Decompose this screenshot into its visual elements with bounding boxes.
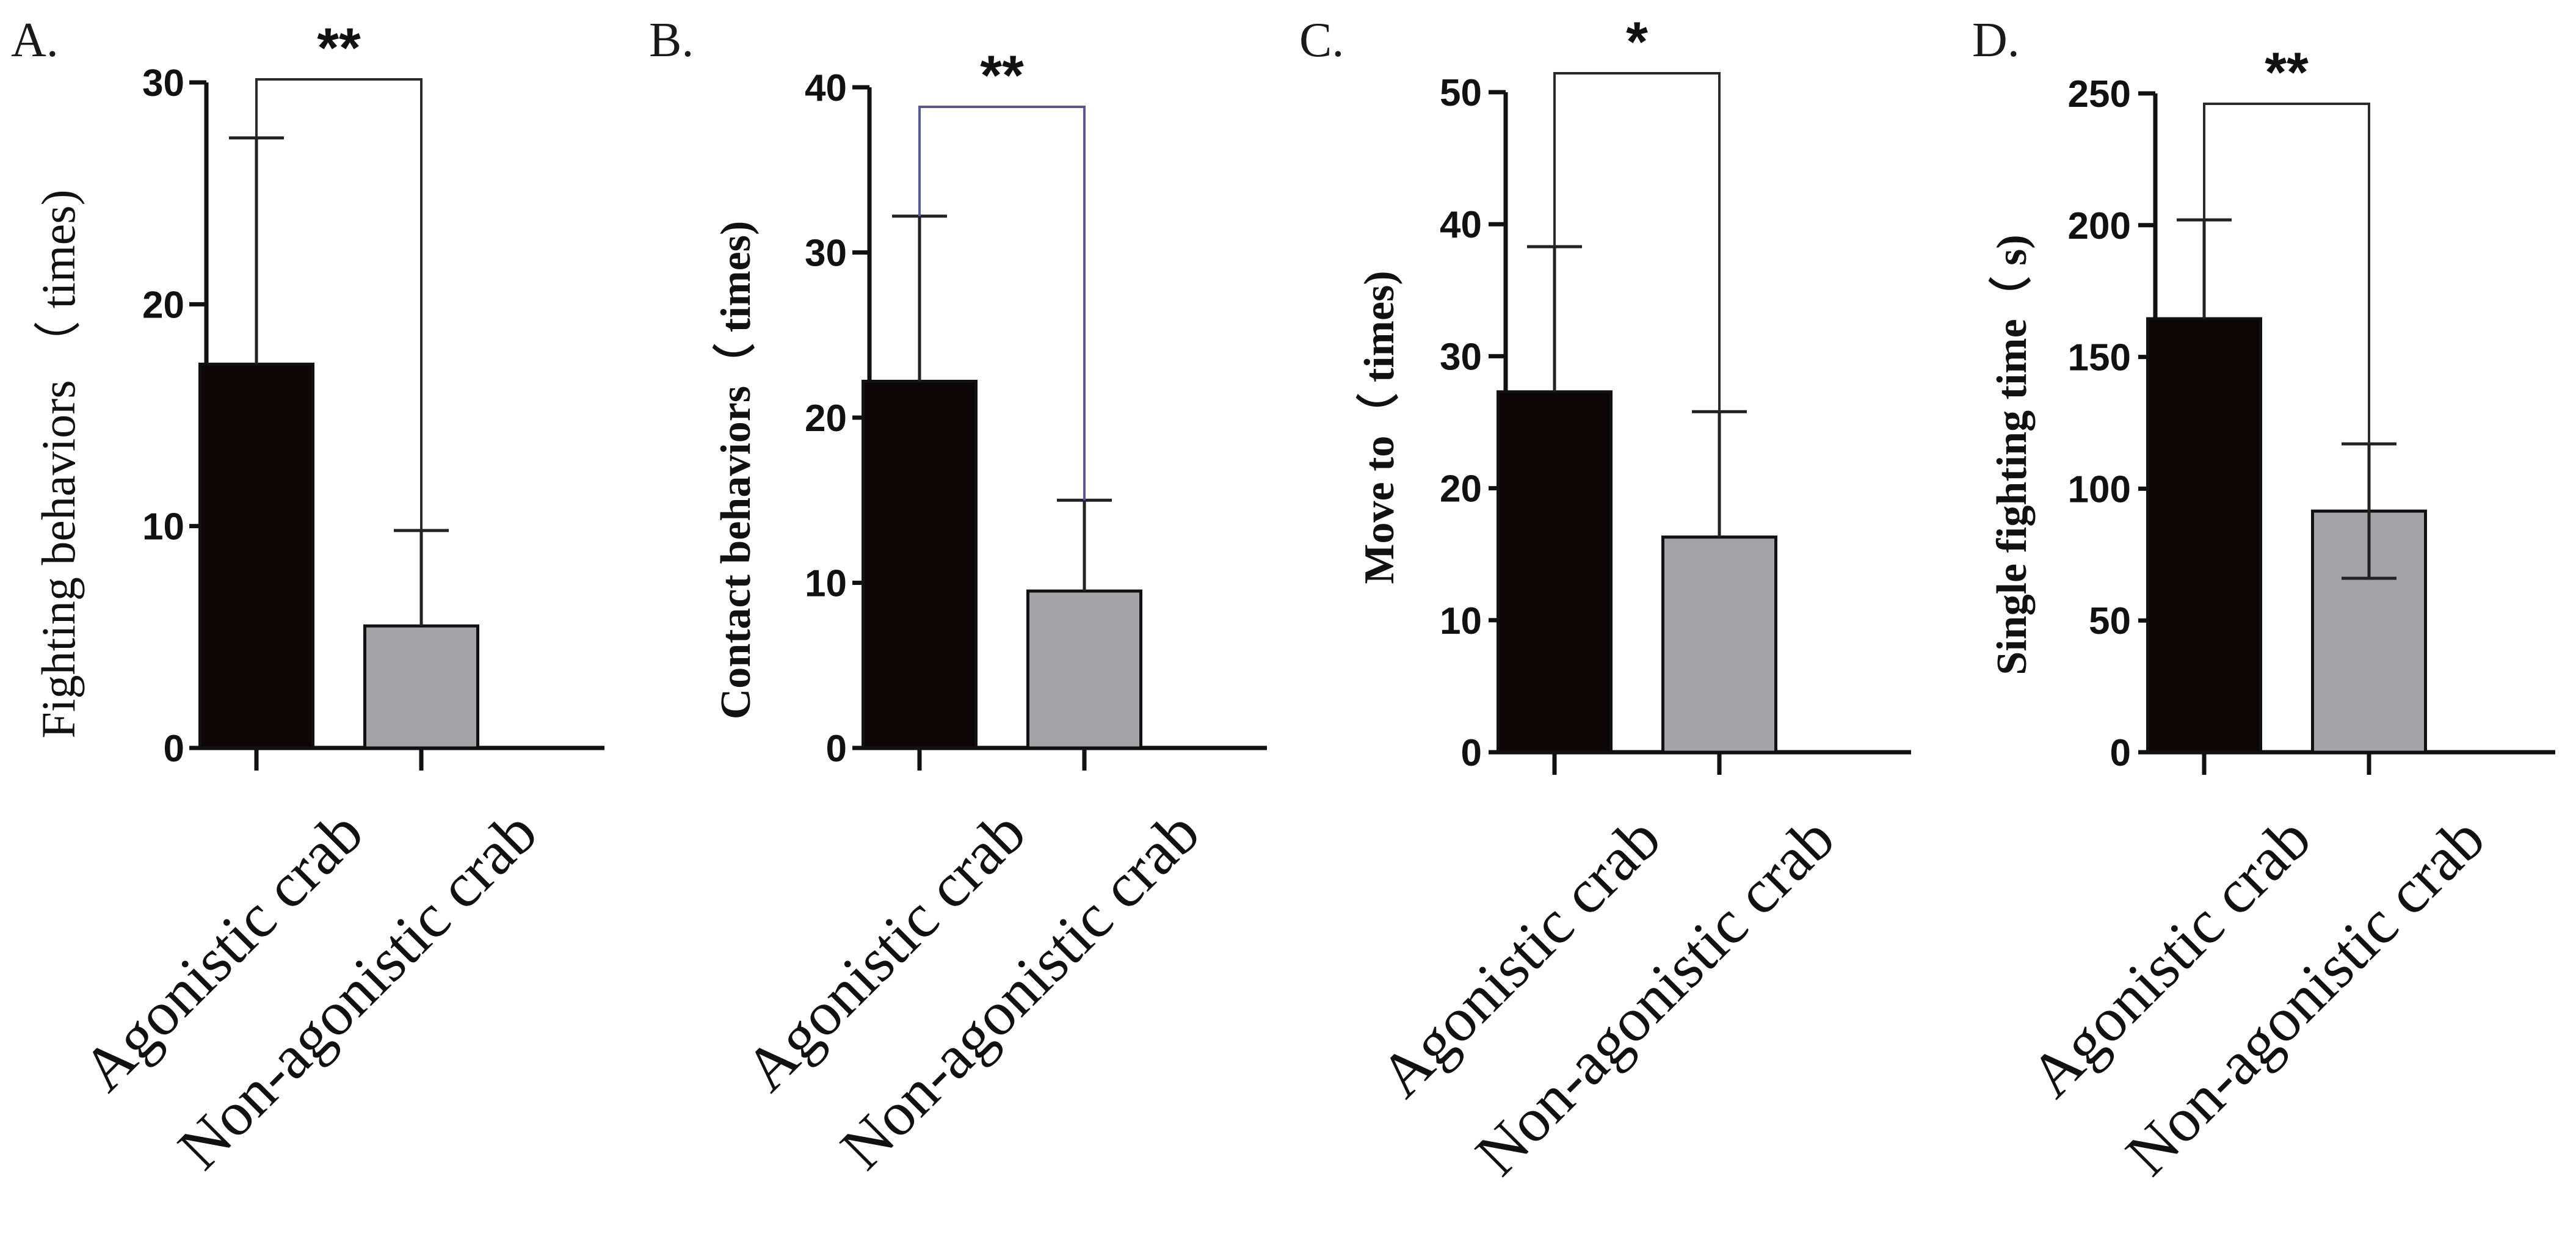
y-tick-label: 40 (805, 67, 847, 109)
panel-d: D. Single fighting time（ s) 0 50 100 150 200… (1972, 13, 2555, 1189)
y-tick-label: 10 (1440, 600, 1482, 642)
bar-non-agonistic (1026, 589, 1142, 750)
y-tick-label: 40 (1440, 204, 1482, 246)
bar-agonistic (1497, 390, 1613, 754)
y-axis-label: Contact behaviors（ times) (712, 221, 760, 720)
panel-letter: C. (1299, 13, 1344, 67)
y-axis-label: Single fighting time（ s) (1988, 234, 2036, 675)
panel-letter: D. (1972, 13, 2020, 67)
panel-b: B. Contact behaviors（ times) 010203040Ag… (649, 13, 1267, 1183)
panel-a: A. Fighting behaviors （ times) 0102030Ag… (11, 13, 604, 1183)
significance-bracket (1553, 72, 1721, 412)
y-tick-label: 20 (805, 397, 847, 440)
y-tick-label: 10 (142, 506, 184, 548)
y-tick-label: 20 (1440, 468, 1482, 510)
y-tick-label: 30 (1440, 336, 1482, 378)
y-tick-label: 30 (805, 233, 847, 275)
bar-agonistic (2146, 317, 2262, 754)
significance-label: ** (317, 17, 361, 79)
y-tick-label: 100 (2068, 468, 2131, 510)
y-tick-label: 20 (142, 284, 184, 326)
y-tick-label: 50 (1440, 72, 1482, 114)
bar-non-agonistic (363, 624, 479, 750)
y-tick-label: 0 (826, 728, 847, 770)
y-tick-label: 250 (2068, 73, 2131, 115)
y-axis-label: Fighting behaviors （ times) (32, 189, 85, 738)
y-tick-label: 0 (2110, 732, 2131, 774)
significance-bracket (2203, 103, 2370, 444)
panel-letter: A. (11, 13, 59, 67)
bar-non-agonistic (1661, 535, 1777, 754)
y-tick-label: 30 (142, 62, 184, 104)
y-tick-label: 0 (1461, 732, 1482, 774)
bar-agonistic (198, 362, 314, 750)
y-tick-label: 0 (164, 728, 184, 770)
panel-letter: B. (649, 13, 694, 67)
y-tick-label: 200 (2068, 205, 2131, 247)
bar-agonistic (862, 379, 978, 750)
y-tick-label: 50 (2089, 600, 2131, 642)
y-axis-label: Move to（ times) (1355, 270, 1403, 584)
y-tick-label: 150 (2068, 337, 2131, 379)
panel-c: C. Move to（ times) 01020304050Agonistic … (1299, 11, 1911, 1189)
significance-label: ** (2265, 42, 2309, 104)
significance-bracket (918, 106, 1086, 501)
significance-bracket (255, 78, 423, 531)
y-tick-label: 10 (805, 563, 847, 605)
significance-label: * (1626, 11, 1648, 73)
significance-label: ** (980, 45, 1024, 107)
